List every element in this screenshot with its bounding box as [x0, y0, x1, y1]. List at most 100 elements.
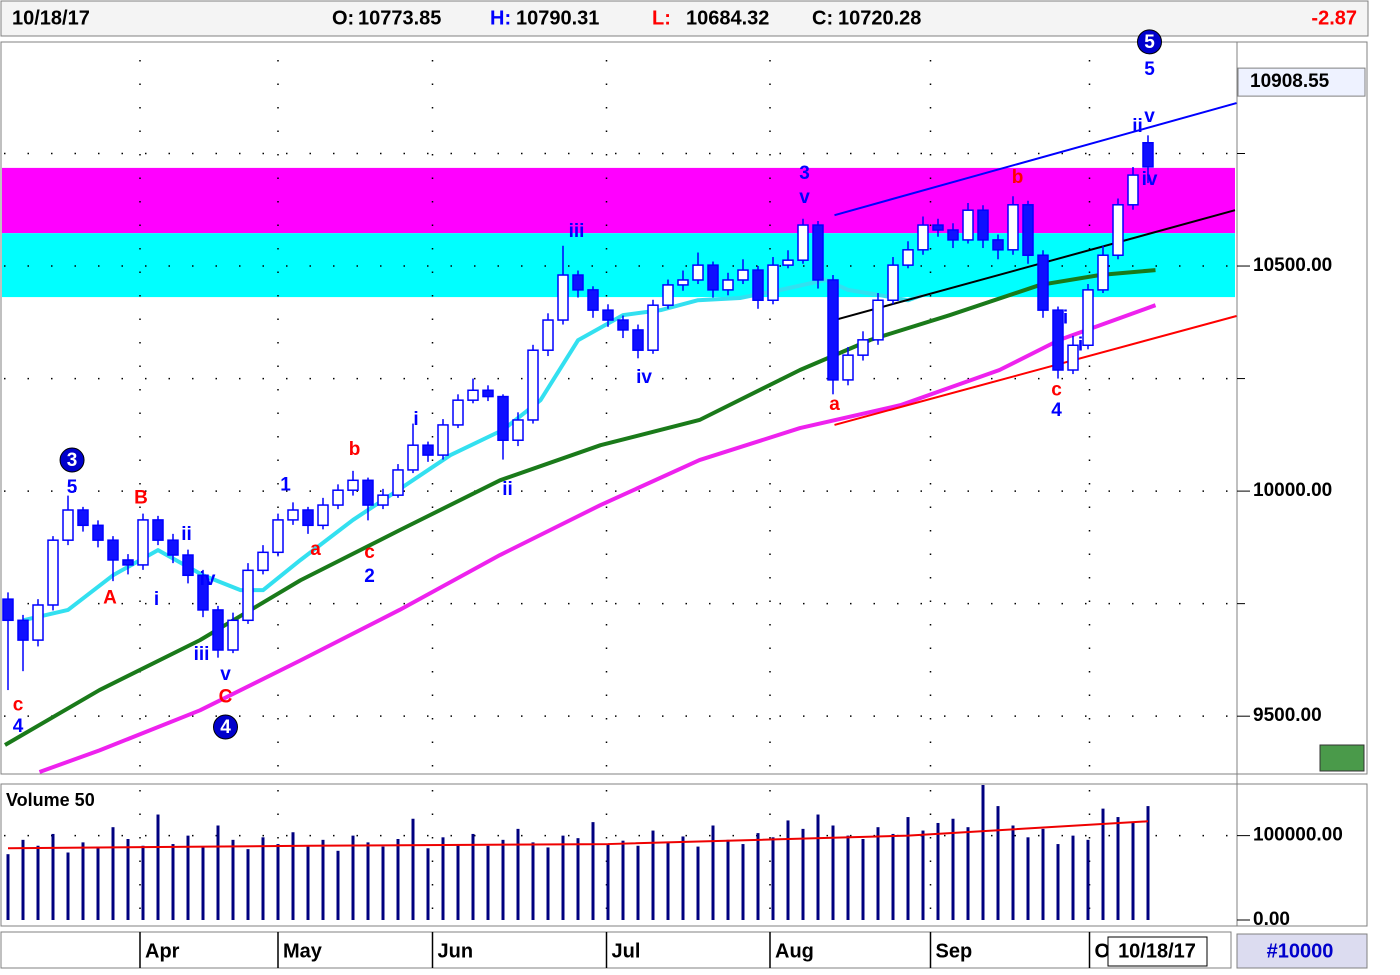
volume-bar — [81, 842, 85, 920]
close-label: C: — [812, 7, 833, 29]
candle-body — [857, 339, 869, 356]
x-tick-label: Jun — [438, 940, 474, 962]
wave-label: v — [799, 187, 810, 208]
candle-body — [977, 209, 989, 241]
candle-body — [272, 519, 284, 554]
wave-label: i — [413, 409, 418, 430]
candle-body — [1067, 344, 1079, 371]
y-tick-label: 0.00 — [1253, 909, 1290, 930]
candle-body — [62, 509, 74, 541]
volume-bar — [96, 848, 100, 920]
candle-body — [1007, 204, 1019, 251]
candle-body — [242, 569, 254, 622]
volume-bar — [951, 818, 955, 920]
candle-body — [2, 598, 14, 622]
symbol-box[interactable] — [1236, 933, 1368, 969]
volume-bar — [666, 842, 670, 920]
volume-bar — [966, 827, 970, 920]
volume-pane — [0, 783, 1368, 927]
candle-body — [887, 264, 899, 301]
open-value: 10773.85 — [358, 7, 441, 29]
candle-body — [167, 539, 179, 556]
wave-label: iv — [1142, 169, 1158, 190]
wave-label: b — [1012, 167, 1024, 188]
candle-body — [827, 279, 839, 381]
candle-body — [707, 264, 719, 291]
x-tick-label: Aug — [775, 940, 814, 962]
wave-label: i — [1063, 307, 1068, 328]
cursor-date-box — [1107, 936, 1208, 967]
volume-bar — [726, 839, 730, 920]
trend-line — [834, 102, 1237, 217]
volume-bar — [816, 814, 820, 920]
candle-body — [632, 329, 644, 351]
volume-bar — [456, 844, 460, 920]
volume-bar — [246, 849, 250, 920]
y-tick-label: 100000.00 — [1253, 825, 1343, 846]
candle-body — [842, 354, 854, 381]
candle-body — [92, 524, 104, 541]
trend-line — [834, 209, 1236, 322]
volume-bar — [891, 833, 895, 920]
candle-body — [77, 509, 89, 527]
volume-bar — [426, 848, 430, 920]
candle-body — [647, 304, 659, 351]
wave-label: i — [1078, 334, 1083, 355]
wave-label: 5 — [1144, 32, 1155, 53]
volume-bar — [36, 845, 40, 920]
volume-bar — [711, 825, 715, 920]
candle-body — [332, 489, 344, 506]
candle-body — [587, 289, 599, 311]
volume-bar — [771, 837, 775, 920]
volume-bar — [936, 822, 940, 920]
wave-circle — [213, 714, 238, 740]
header-date: 10/18/17 — [12, 7, 90, 29]
candle-body — [602, 309, 614, 321]
volume-bar — [651, 830, 655, 920]
open-label: O: — [332, 7, 354, 29]
volume-bar — [696, 846, 700, 920]
moving-average — [38, 303, 1157, 774]
candle-body — [1097, 254, 1109, 291]
volume-bar — [1026, 837, 1030, 920]
wave-label: iv — [636, 367, 652, 388]
low-value: 10684.32 — [686, 7, 769, 29]
candle-body — [1022, 204, 1034, 256]
candle-body — [137, 519, 149, 566]
candle-body — [1127, 174, 1139, 206]
volume-bar — [186, 835, 190, 920]
volume-bar — [606, 844, 610, 920]
tool-icon[interactable] — [1319, 744, 1365, 772]
volume-bar — [801, 828, 805, 920]
volume-bar — [126, 839, 130, 920]
volume-bar — [1086, 839, 1090, 920]
candle-body — [692, 264, 704, 281]
volume-bar — [336, 850, 340, 920]
volume-bar — [471, 833, 475, 920]
wave-label: iv — [200, 569, 216, 590]
volume-bar — [1116, 817, 1120, 920]
symbol[interactable]: #10000 — [1267, 940, 1334, 962]
volume-bar — [1131, 822, 1135, 920]
candle-body — [812, 224, 824, 281]
volume-bar — [1071, 835, 1075, 920]
wave-label: c — [13, 694, 24, 715]
wave-label: v — [1144, 106, 1155, 127]
candle-body — [872, 299, 884, 341]
volume-bar — [531, 842, 535, 920]
candle-body — [992, 239, 1004, 251]
candle-body — [557, 274, 569, 321]
candle-body — [767, 264, 779, 301]
volume-bar — [756, 833, 760, 920]
volume-bar — [276, 844, 280, 920]
candle-body — [47, 539, 59, 606]
wave-circle — [1137, 29, 1162, 55]
volume-bar — [66, 852, 70, 920]
volume-bar — [741, 844, 745, 920]
volume-bar — [321, 839, 325, 920]
candle-body — [572, 274, 584, 291]
wave-label: 4 — [13, 716, 24, 737]
wave-label: ii — [181, 524, 192, 545]
candle-body — [467, 389, 479, 401]
wave-label: 1 — [280, 474, 291, 495]
